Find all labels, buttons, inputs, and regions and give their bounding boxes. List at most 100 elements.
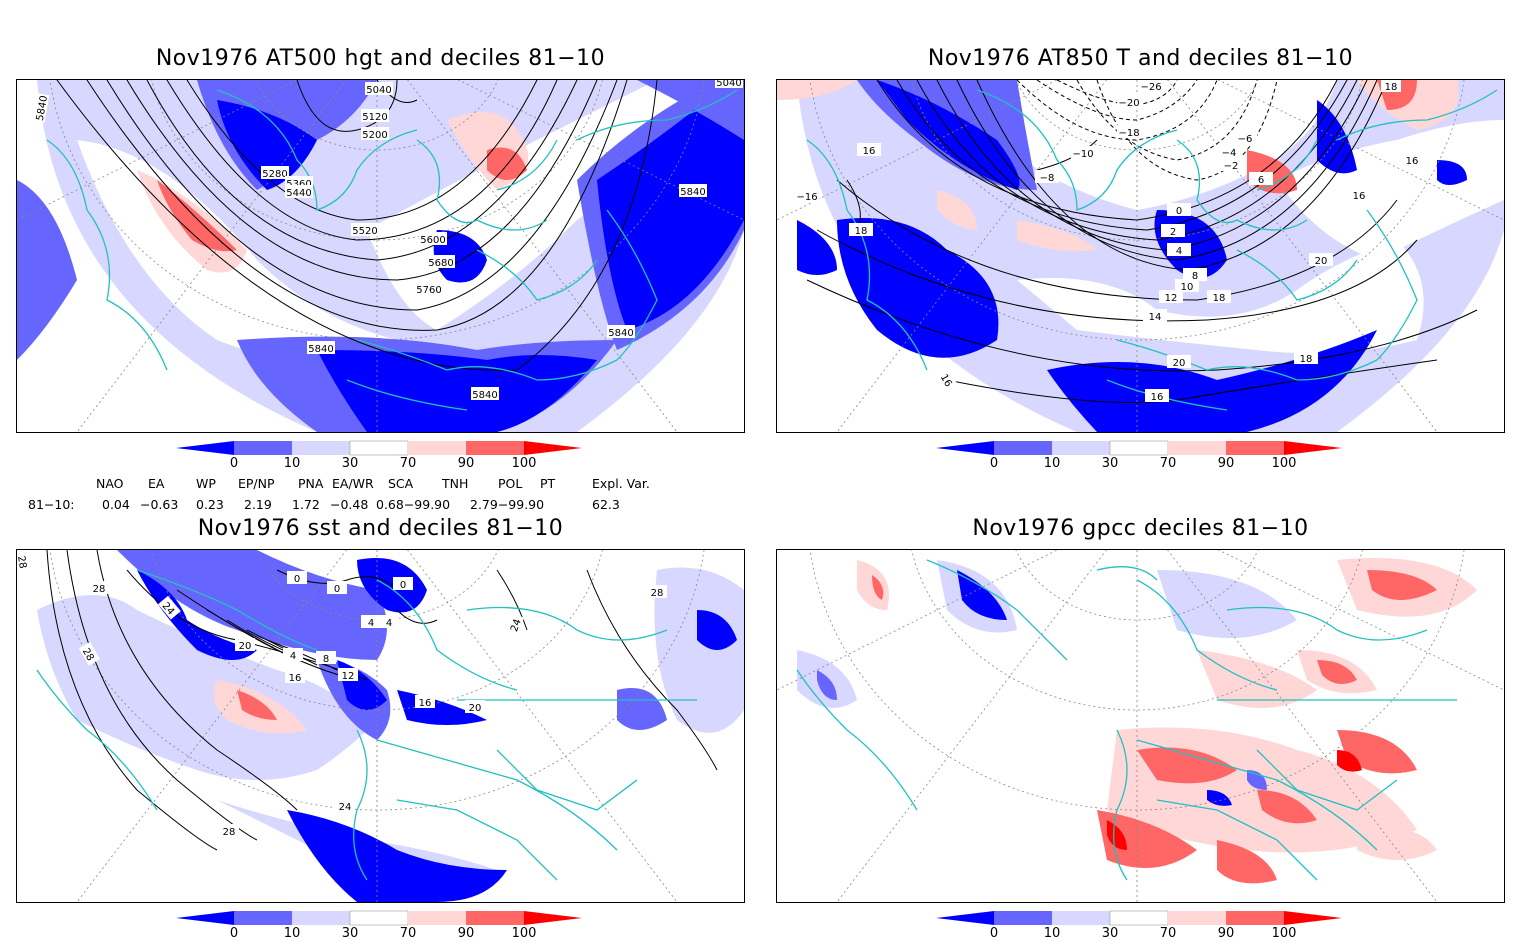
contour-label: 20 — [469, 703, 482, 714]
contour-label: 4 — [290, 651, 296, 662]
contour-label: 28 — [223, 827, 236, 838]
colorbar-tick: 100 — [511, 456, 537, 471]
contour-label: −16 — [796, 192, 817, 203]
contour-label: 12 — [1165, 293, 1178, 304]
map-gpcc — [777, 550, 1504, 902]
contour-label: 5440 — [286, 188, 311, 199]
colorbar-tick: 100 — [1271, 456, 1297, 471]
colorbar-tick: 30 — [341, 926, 359, 941]
contour-label: 20 — [1173, 358, 1186, 369]
contour-label: 6 — [1258, 175, 1264, 186]
contour-label: 16 — [863, 146, 876, 157]
panel-title-br: Nov1976 gpcc deciles 81−10 — [972, 516, 1309, 541]
index-row-label: 81−10: — [28, 497, 75, 512]
colorbar-tick: 10 — [283, 926, 301, 941]
contour-label: 5760 — [416, 285, 441, 296]
contour-label: 5120 — [362, 112, 387, 123]
contour-label: 0 — [1176, 206, 1182, 217]
map-panel-t850: −26 −20 −18 −10 −8 −6 −4 −2 0 2 4 6 8 10… — [776, 79, 1505, 433]
contour-label: 18 — [855, 226, 868, 237]
colorbar-tick: 70 — [1159, 926, 1177, 941]
index-header: Expl. Var. — [592, 476, 650, 491]
colorbar-tr: 0 10 30 70 90 100 — [936, 440, 1356, 471]
index-header: SCA — [388, 476, 414, 491]
index-value: 2.19 — [244, 497, 272, 512]
contour-label: 24 — [339, 802, 352, 813]
colorbar-tick: 30 — [341, 456, 359, 471]
contour-label: −10 — [1072, 149, 1093, 160]
contour-label: 18 — [1213, 293, 1226, 304]
contour-label: 28 — [651, 588, 664, 599]
colorbar-tick: 10 — [1043, 926, 1061, 941]
colorbar-tick: 0 — [229, 456, 239, 471]
index-value: 2.79−99.90 — [470, 497, 545, 512]
contour-label: 28 — [93, 584, 106, 595]
colorbar-tick: 30 — [1101, 926, 1119, 941]
map-panel-gpcc — [776, 549, 1505, 903]
contour-label: 0 — [294, 574, 300, 585]
map-panel-hgt500: 5040 5040 5120 5200 5280 5360 5440 5520 … — [16, 79, 745, 433]
contour-label: 4 — [368, 618, 374, 629]
index-value: −0.63 — [140, 497, 179, 512]
contour-label: 5200 — [362, 130, 387, 141]
contour-label: 5840 — [680, 187, 705, 198]
contour-label: 16 — [289, 673, 302, 684]
colorbar-tick: 10 — [283, 456, 301, 471]
colorbar-tick: 0 — [989, 926, 999, 941]
contour-label: 5520 — [352, 226, 377, 237]
colorbar-tick: 70 — [399, 456, 417, 471]
colorbar-tick: 10 — [1043, 456, 1061, 471]
index-header: NAO — [96, 476, 124, 491]
contour-label: −18 — [1118, 128, 1139, 139]
contour-label: 18 — [1300, 354, 1313, 365]
colorbar-tick: 70 — [399, 926, 417, 941]
contour-label: −4 — [1222, 148, 1237, 159]
index-value: 62.3 — [592, 497, 620, 512]
index-header: EA — [148, 476, 165, 491]
colorbar-tick: 100 — [1271, 926, 1297, 941]
index-value: 0.68−99.90 — [376, 497, 451, 512]
contour-label: 2 — [1170, 227, 1176, 238]
contour-label: 14 — [1149, 312, 1162, 323]
index-value: 0.23 — [196, 497, 224, 512]
contour-label: 16 — [1151, 392, 1164, 403]
index-value: −0.48 — [330, 497, 369, 512]
contour-label: 5840 — [308, 344, 333, 355]
contour-label: 16 — [1353, 191, 1366, 202]
contour-label: 24 — [509, 618, 524, 634]
map-sst: 28 28 28 24 20 16 12 8 4 4 4 0 0 0 16 20… — [17, 550, 744, 902]
contour-label: 5840 — [35, 95, 50, 122]
teleconnection-indices: NAO EA WP EP/NP PNA EA/WR SCA TNH POL PT… — [0, 470, 760, 514]
contour-label: 0 — [334, 584, 340, 595]
colorbar-tick: 0 — [989, 456, 999, 471]
contour-label: −20 — [1118, 98, 1139, 109]
panel-title-tl: Nov1976 AT500 hgt and deciles 81−10 — [155, 46, 606, 71]
index-value: 0.04 — [102, 497, 130, 512]
map-panel-sst: 28 28 28 24 20 16 12 8 4 4 4 0 0 0 16 20… — [16, 549, 745, 903]
contour-label: 20 — [239, 641, 252, 652]
index-header: TNH — [442, 476, 469, 491]
contour-label: 5360 — [286, 179, 311, 190]
contour-label: 5840 — [472, 390, 497, 401]
colorbar-tick: 90 — [457, 456, 475, 471]
contour-label: 5600 — [420, 235, 445, 246]
colorbar-bl: 0 10 30 70 90 100 — [176, 910, 596, 941]
index-value: 1.72 — [292, 497, 320, 512]
contour-label: 5840 — [608, 328, 633, 339]
contour-label: 16 — [1406, 156, 1419, 167]
contour-label: 16 — [419, 698, 432, 709]
contour-label: −8 — [1040, 173, 1055, 184]
map-hgt500: 5040 5040 5120 5200 5280 5360 5440 5520 … — [17, 80, 744, 432]
panel-title-bl: Nov1976 sst and deciles 81−10 — [197, 516, 564, 541]
index-header: EA/WR — [332, 476, 374, 491]
contour-label: 8 — [1192, 271, 1198, 282]
colorbar-tick: 0 — [229, 926, 239, 941]
contour-label: 5040 — [366, 85, 391, 96]
index-header: POL — [498, 476, 523, 491]
colorbar-br: 0 10 30 70 90 100 — [936, 910, 1356, 941]
contour-label: 0 — [400, 580, 406, 591]
index-header: PT — [540, 476, 556, 491]
contour-label: 5680 — [428, 258, 453, 269]
colorbar-tl: 0 10 30 70 90 100 — [176, 440, 596, 471]
contour-label: 5040 — [716, 80, 741, 89]
